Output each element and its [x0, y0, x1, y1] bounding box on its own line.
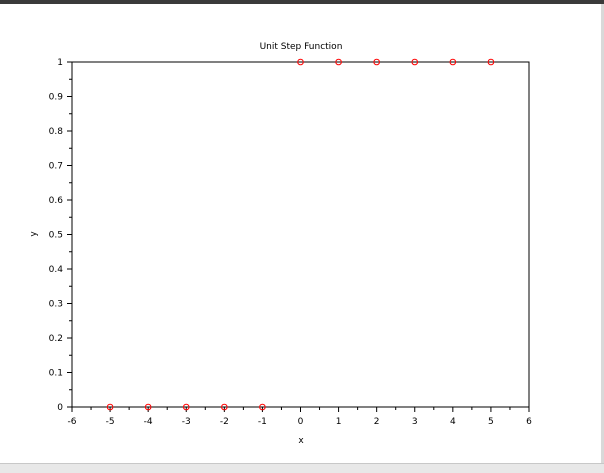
data-point — [221, 403, 228, 411]
y-tick-label: 0.4 — [49, 265, 64, 275]
data-point — [449, 58, 457, 66]
x-tick-label: 6 — [526, 417, 532, 427]
window-top-bar — [0, 0, 604, 4]
window-status-bar — [0, 463, 604, 473]
y-axis-ticks: 0 0.1 0.2 0.3 0.4 0.5 0.6 0.7 0.8 0.9 1 — [49, 58, 72, 413]
x-tick-label: 5 — [488, 417, 494, 427]
y-tick-label: 0.5 — [49, 231, 63, 241]
chart-area: Unit Step Function x y -6 -5 -4 -3 -2 -1 0 1 2 3 4… — [29, 42, 532, 446]
data-point — [411, 58, 419, 66]
x-tick-label: 1 — [336, 417, 342, 427]
y-tick-label: 0.3 — [49, 300, 63, 310]
plot-frame — [71, 61, 530, 408]
x-tick-label: -6 — [68, 417, 77, 427]
x-tick-label: 0 — [298, 417, 304, 427]
data-point — [335, 58, 342, 66]
data-point — [373, 58, 380, 66]
x-tick-label: 4 — [450, 417, 456, 427]
x-tick-label: -3 — [182, 417, 191, 427]
data-point — [259, 403, 266, 411]
x-tick-label: -2 — [220, 417, 229, 427]
window-right-edge — [601, 4, 604, 463]
chart-title: Unit Step Function — [260, 42, 343, 52]
data-points — [106, 58, 495, 411]
x-axis-label: x — [298, 436, 304, 446]
y-tick-label: 0.1 — [49, 369, 63, 379]
data-point — [182, 403, 190, 411]
y-tick-label: 1 — [57, 58, 63, 68]
data-point — [297, 58, 304, 66]
x-tick-label: -5 — [106, 417, 115, 427]
y-tick-label: 0.9 — [49, 93, 64, 103]
y-axis-label: y — [29, 231, 39, 237]
y-tick-label: 0.2 — [49, 334, 63, 344]
x-tick-label: 2 — [374, 417, 380, 427]
data-point — [144, 403, 152, 411]
y-tick-label: 0.8 — [49, 127, 64, 137]
data-point — [487, 58, 495, 66]
y-tick-label: 0.6 — [49, 196, 64, 206]
x-tick-label: -4 — [144, 417, 153, 427]
data-point — [106, 403, 114, 411]
x-tick-label: -1 — [258, 417, 267, 427]
x-axis-ticks: -6 -5 -4 -3 -2 -1 0 1 2 3 4 5 6 — [68, 407, 532, 427]
y-tick-label: 0.7 — [49, 162, 63, 172]
x-tick-label: 3 — [412, 417, 418, 427]
y-tick-label: 0 — [57, 403, 63, 413]
